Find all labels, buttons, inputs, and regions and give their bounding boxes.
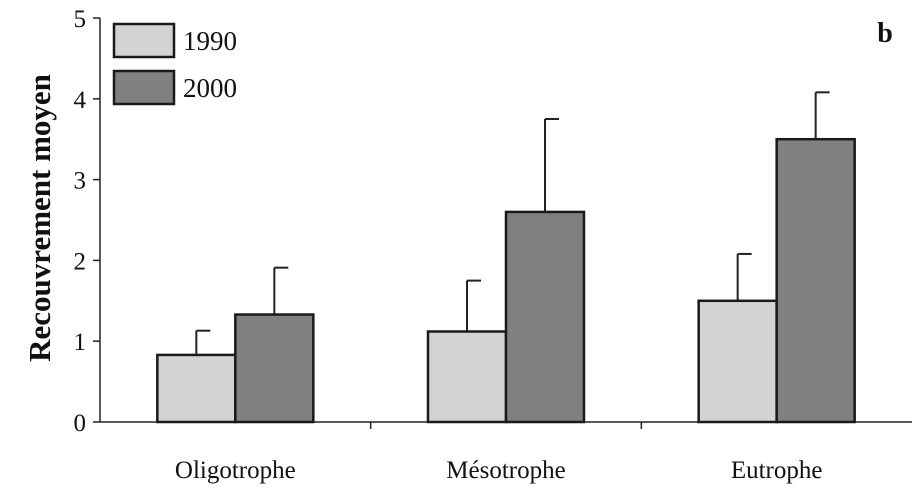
legend-label: 1990 (183, 26, 237, 56)
y-tick-label: 0 (74, 410, 87, 437)
bar-1990-1 (426, 330, 508, 424)
legend-swatch (112, 69, 176, 106)
x-category-label: Oligotrophe (175, 457, 296, 484)
y-tick-label: 2 (74, 248, 87, 275)
y-axis-label: Recouvrement moyen (22, 74, 57, 362)
x-category-label: Eutrophe (731, 457, 823, 484)
y-tick-label: 1 (74, 329, 87, 356)
bar-1990-2 (697, 299, 778, 424)
panel-label: b (877, 18, 893, 49)
bars (156, 91, 856, 424)
y-tick-label: 5 (74, 6, 87, 33)
y-tick-label: 3 (74, 168, 87, 195)
axes: 0 1 2 3 4 5 Oligotrophe Mésotrophe Eutrophe (74, 6, 912, 484)
legend: 1990 2000 (112, 22, 237, 106)
legend-label: 2000 (183, 73, 237, 103)
bar-2000-0 (234, 313, 315, 424)
x-category-label: Mésotrophe (446, 457, 565, 484)
y-tick-label: 4 (74, 87, 87, 114)
bar-2000-1 (504, 210, 586, 424)
bar-2000-2 (775, 137, 856, 424)
legend-swatch (112, 22, 176, 59)
bar-1990-0 (156, 353, 237, 424)
